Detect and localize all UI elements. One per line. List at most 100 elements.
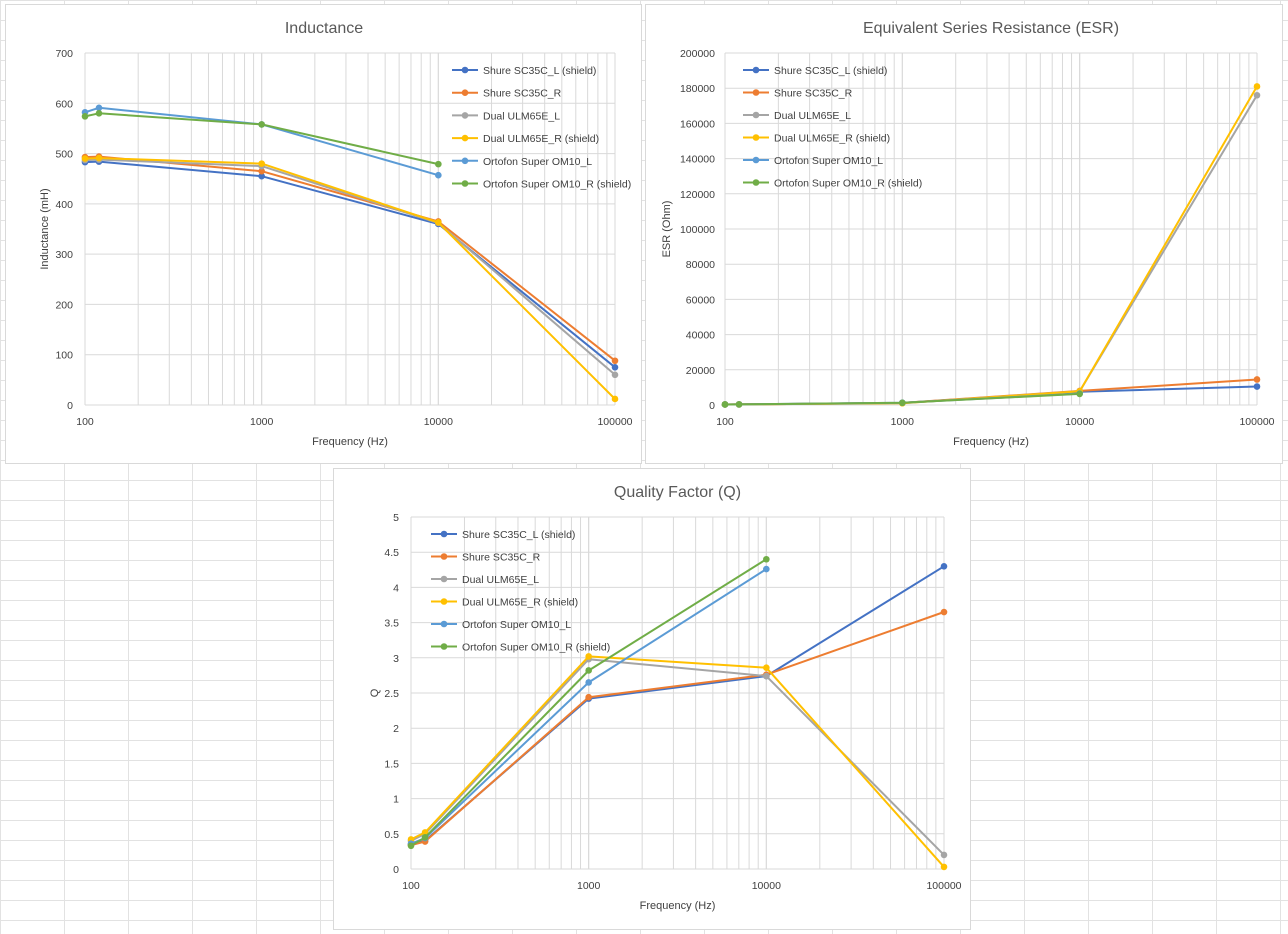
- y-tick-label: 120000: [680, 189, 715, 201]
- legend-label: Shure SC35C_R: [462, 552, 541, 564]
- legend-item: Shure SC35C_R: [431, 552, 541, 564]
- y-tick-label: 0.5: [384, 829, 399, 841]
- data-point: [763, 555, 770, 563]
- legend-item: Dual ULM65E_R (shield): [743, 133, 890, 145]
- series-line: [410, 658, 945, 856]
- y-tick-label: 2.5: [384, 688, 399, 700]
- legend-marker: [440, 530, 448, 538]
- legend-label: Shure SC35C_L (shield): [483, 65, 596, 77]
- data-point: [1253, 91, 1261, 99]
- data-point: [407, 842, 415, 850]
- data-point: [435, 171, 442, 179]
- y-tick-label: 500: [55, 149, 73, 161]
- grid: [410, 516, 945, 870]
- x-tick-label: 1000: [891, 416, 915, 428]
- chart-title: Inductance: [285, 20, 363, 37]
- legend-marker: [461, 112, 469, 119]
- legend-label: Dual ULM65E_R (shield): [462, 597, 578, 609]
- legend-marker: [752, 179, 760, 186]
- data-point: [95, 154, 103, 162]
- data-point: [585, 679, 592, 686]
- legend-label: Ortofon Super OM10_R (shield): [774, 178, 922, 190]
- legend-label: Ortofon Super OM10_L: [462, 619, 571, 631]
- legend-marker: [461, 89, 469, 96]
- y-tick-label: 3: [393, 653, 399, 665]
- data-point: [435, 160, 442, 168]
- data-point: [940, 562, 948, 570]
- data-point: [940, 863, 948, 871]
- legend-marker: [461, 134, 469, 142]
- y-tick-label: 4.5: [384, 547, 399, 559]
- x-tick-label: 100000: [597, 416, 632, 428]
- legend-item: Shure SC35C_R: [743, 88, 853, 100]
- data-point: [763, 664, 770, 671]
- y-tick-label: 100: [55, 350, 73, 362]
- legend-label: Shure SC35C_R: [774, 88, 853, 100]
- y-tick-label: 0: [67, 400, 73, 412]
- legend-label: Dual ULM65E_L: [462, 574, 539, 586]
- x-tick-label: 10000: [1065, 416, 1094, 428]
- legend-marker: [440, 643, 448, 650]
- y-tick-label: 180000: [680, 83, 715, 95]
- data-point: [95, 104, 103, 112]
- series-line: [84, 112, 439, 166]
- legend-item: Ortofon Super OM10_R (shield): [452, 179, 631, 191]
- series-6: [721, 390, 1083, 408]
- x-tick-label: 100: [76, 416, 94, 428]
- legend-item: Ortofon Super OM10_L: [743, 155, 883, 167]
- x-tick-label: 100000: [1239, 416, 1274, 428]
- legend-marker: [752, 134, 760, 141]
- x-tick-label: 10000: [424, 416, 453, 428]
- inductance-chart: Inductance 0 100 200 300 400 500 600 700 100 1000 1…: [5, 4, 642, 464]
- x-axis-title: Frequency (Hz): [953, 436, 1029, 448]
- quality-factor-chart: Quality Factor (Q) 0 0.5 1 1.5 2 2.5 3 3.5 4 4.5 5 1…: [333, 468, 971, 930]
- x-tick-label: 100000: [926, 880, 961, 892]
- y-tick-label: 300: [55, 249, 73, 261]
- legend-marker: [440, 575, 448, 583]
- legend-item: Shure SC35C_L (shield): [743, 65, 887, 77]
- y-tick-label: 0: [393, 864, 399, 876]
- y-tick-label: 1: [393, 794, 399, 806]
- x-tick-label: 1000: [577, 880, 601, 892]
- data-point: [1076, 390, 1083, 398]
- data-point: [585, 653, 592, 660]
- series-line: [84, 158, 616, 376]
- grid: [724, 52, 1258, 406]
- legend-marker: [461, 157, 469, 165]
- data-point: [763, 672, 770, 680]
- series-6: [81, 110, 442, 168]
- data-point: [1253, 383, 1261, 390]
- legend-label: Ortofon Super OM10_L: [774, 155, 883, 167]
- legend: Shure SC35C_L (shield) Shure SC35C_R Dual …: [743, 65, 922, 190]
- data-point: [81, 113, 89, 120]
- data-point: [611, 395, 619, 403]
- data-point: [585, 693, 592, 701]
- data-point: [1253, 376, 1261, 383]
- y-axis-title: Inductance (mH): [39, 188, 51, 269]
- data-point: [763, 565, 770, 573]
- legend-marker: [440, 620, 448, 628]
- legend-item: Shure SC35C_L (shield): [431, 529, 575, 541]
- legend-label: Shure SC35C_L (shield): [462, 529, 575, 541]
- data-point: [611, 357, 619, 365]
- y-tick-label: 0: [709, 400, 715, 412]
- data-point: [940, 851, 948, 859]
- legend-marker: [440, 553, 448, 560]
- legend-marker: [461, 66, 469, 74]
- legend-label: Ortofon Super OM10_R (shield): [483, 179, 631, 191]
- legend-item: Shure SC35C_L (shield): [452, 65, 596, 77]
- legend-marker: [440, 598, 448, 605]
- x-tick-label: 10000: [752, 880, 781, 892]
- data-point: [95, 110, 103, 117]
- legend-item: Ortofon Super OM10_L: [452, 156, 592, 168]
- legend-marker: [752, 156, 760, 164]
- legend-label: Dual ULM65E_L: [774, 110, 851, 122]
- y-tick-label: 600: [55, 98, 73, 110]
- grid: [84, 52, 616, 406]
- y-axis-title: ESR (Ohm): [661, 201, 673, 258]
- y-tick-label: 40000: [686, 330, 715, 342]
- x-tick-label: 100: [402, 880, 420, 892]
- series-line: [84, 106, 439, 177]
- legend-item: Ortofon Super OM10_R (shield): [431, 642, 610, 654]
